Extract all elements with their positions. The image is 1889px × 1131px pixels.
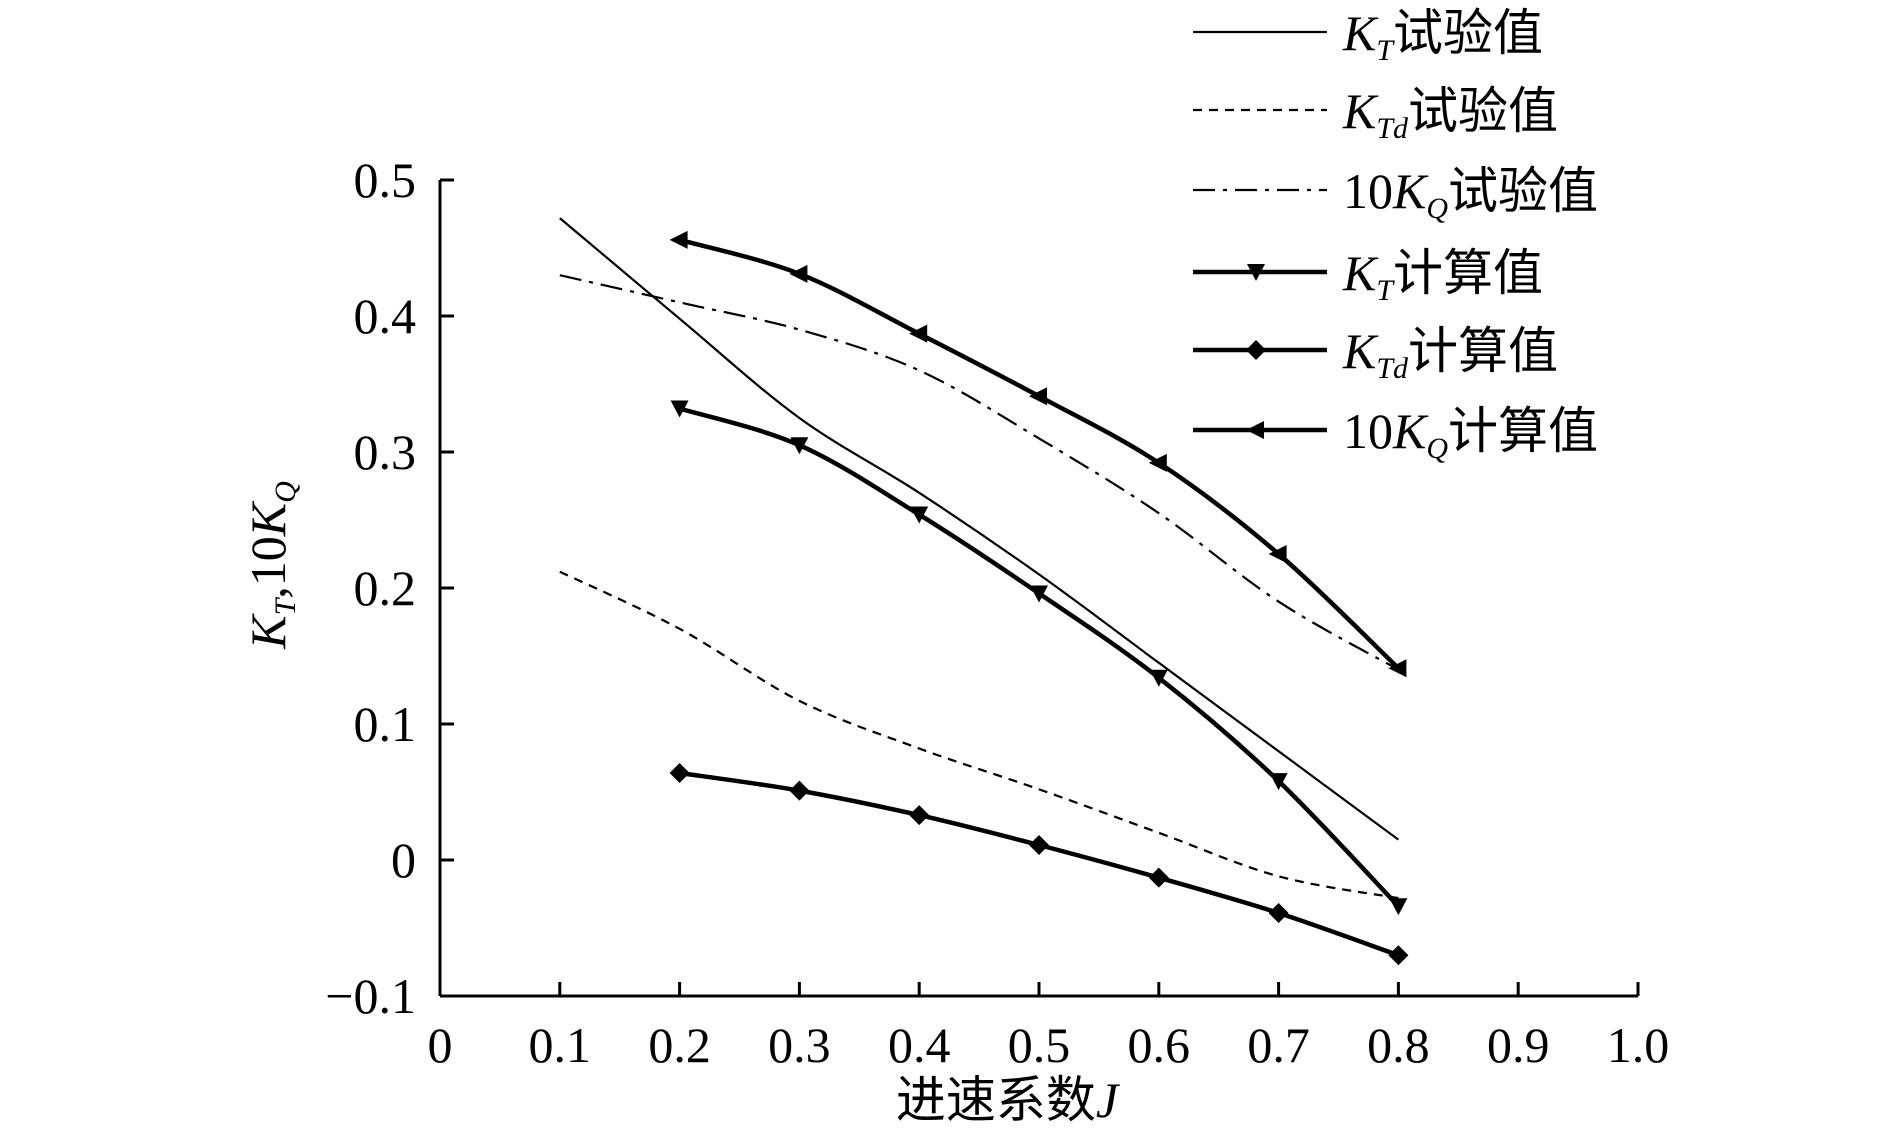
legend-item: KT试验值 <box>1193 5 1543 67</box>
legend-item: KT计算值 <box>1193 245 1543 307</box>
series-line <box>678 237 1400 670</box>
series-line <box>678 406 1401 908</box>
data-point-marker <box>1148 453 1167 472</box>
data-point-marker <box>1269 773 1288 791</box>
x-tick-label: 0.8 <box>1367 1017 1430 1073</box>
y-tick-label: 0.2 <box>354 560 417 616</box>
legend-item: KTd计算值 <box>1193 323 1558 385</box>
legend-label: KTd试验值 <box>1342 83 1558 145</box>
data-point-marker <box>1029 835 1049 856</box>
x-axis-label: 进速系数J <box>896 1072 1121 1128</box>
data-point-marker <box>1246 340 1266 360</box>
x-axis-ticks: 0 0.1 0.2 0.3 0.4 0.5 0.6 0.7 0.8 0.9 1.0 <box>428 982 1670 1073</box>
x-tick-label: 0.6 <box>1128 1017 1191 1073</box>
x-tick-label: 0.1 <box>529 1017 592 1073</box>
data-point-marker <box>1246 421 1264 439</box>
x-tick-label: 0.9 <box>1487 1017 1550 1073</box>
data-point-marker <box>1148 867 1169 888</box>
series-1 <box>559 217 1400 841</box>
legend-item: KTd试验值 <box>1193 83 1558 145</box>
series-line <box>679 770 1400 958</box>
data-point-marker <box>669 762 690 783</box>
x-tick-label: 1.0 <box>1607 1017 1670 1073</box>
data-point-marker <box>1388 945 1409 966</box>
y-tick-label: 0.5 <box>354 152 417 208</box>
y-axis-ticks: −0.1 0 0.1 0.2 0.3 0.4 0.5 <box>325 152 454 1024</box>
data-point-marker <box>1030 585 1048 603</box>
data-point-marker <box>909 324 928 343</box>
series-line <box>559 274 1399 671</box>
data-point-marker <box>910 506 929 524</box>
data-point-marker <box>1247 264 1265 281</box>
x-tick-label: 0.2 <box>648 1017 711 1073</box>
data-point-marker <box>669 230 688 249</box>
y-tick-label: 0 <box>391 832 416 888</box>
x-tick-label: 0.5 <box>1008 1017 1071 1073</box>
data-point-marker <box>789 264 808 283</box>
data-point-marker <box>1389 898 1408 916</box>
y-tick-label: 0.1 <box>354 696 417 752</box>
series-line <box>559 217 1400 841</box>
legend-label: KT计算值 <box>1342 245 1543 307</box>
data-point-marker <box>909 805 930 826</box>
data-point-marker <box>670 400 689 418</box>
series-3 <box>559 274 1399 671</box>
data-point-marker <box>1388 659 1407 678</box>
data-point-marker <box>789 780 810 801</box>
series-6 <box>669 230 1407 678</box>
x-tick-label: 0 <box>428 1017 453 1073</box>
series-5 <box>669 762 1409 966</box>
y-tick-label: −0.1 <box>325 968 416 1024</box>
legend-label: 10KQ试验值 <box>1343 163 1598 225</box>
data-point-marker <box>1268 545 1287 563</box>
legend-label: KTd计算值 <box>1342 323 1558 385</box>
series-layer <box>559 217 1409 966</box>
data-point-marker <box>1268 903 1289 924</box>
x-tick-label: 0.3 <box>768 1017 831 1073</box>
x-tick-label: 0.4 <box>888 1017 951 1073</box>
series-line <box>559 570 1399 900</box>
series-4 <box>670 400 1408 916</box>
legend-item: 10KQ试验值 <box>1193 163 1598 225</box>
data-point-marker <box>1029 387 1047 406</box>
legend-item: 10KQ计算值 <box>1193 403 1598 465</box>
legend: KT试验值 KTd试验值 10KQ试验值 KT计算值 KTd计算值 10KQ计算值 <box>1193 5 1598 465</box>
legend-label: KT试验值 <box>1342 5 1543 67</box>
data-point-marker <box>790 437 809 455</box>
x-tick-label: 0.7 <box>1247 1017 1310 1073</box>
y-axis-label: KT,10KQ <box>240 481 302 650</box>
data-point-marker <box>1149 669 1168 687</box>
legend-label: 10KQ计算值 <box>1343 403 1598 465</box>
y-tick-label: 0.4 <box>354 288 417 344</box>
y-tick-label: 0.3 <box>354 424 417 480</box>
series-2 <box>559 570 1399 900</box>
